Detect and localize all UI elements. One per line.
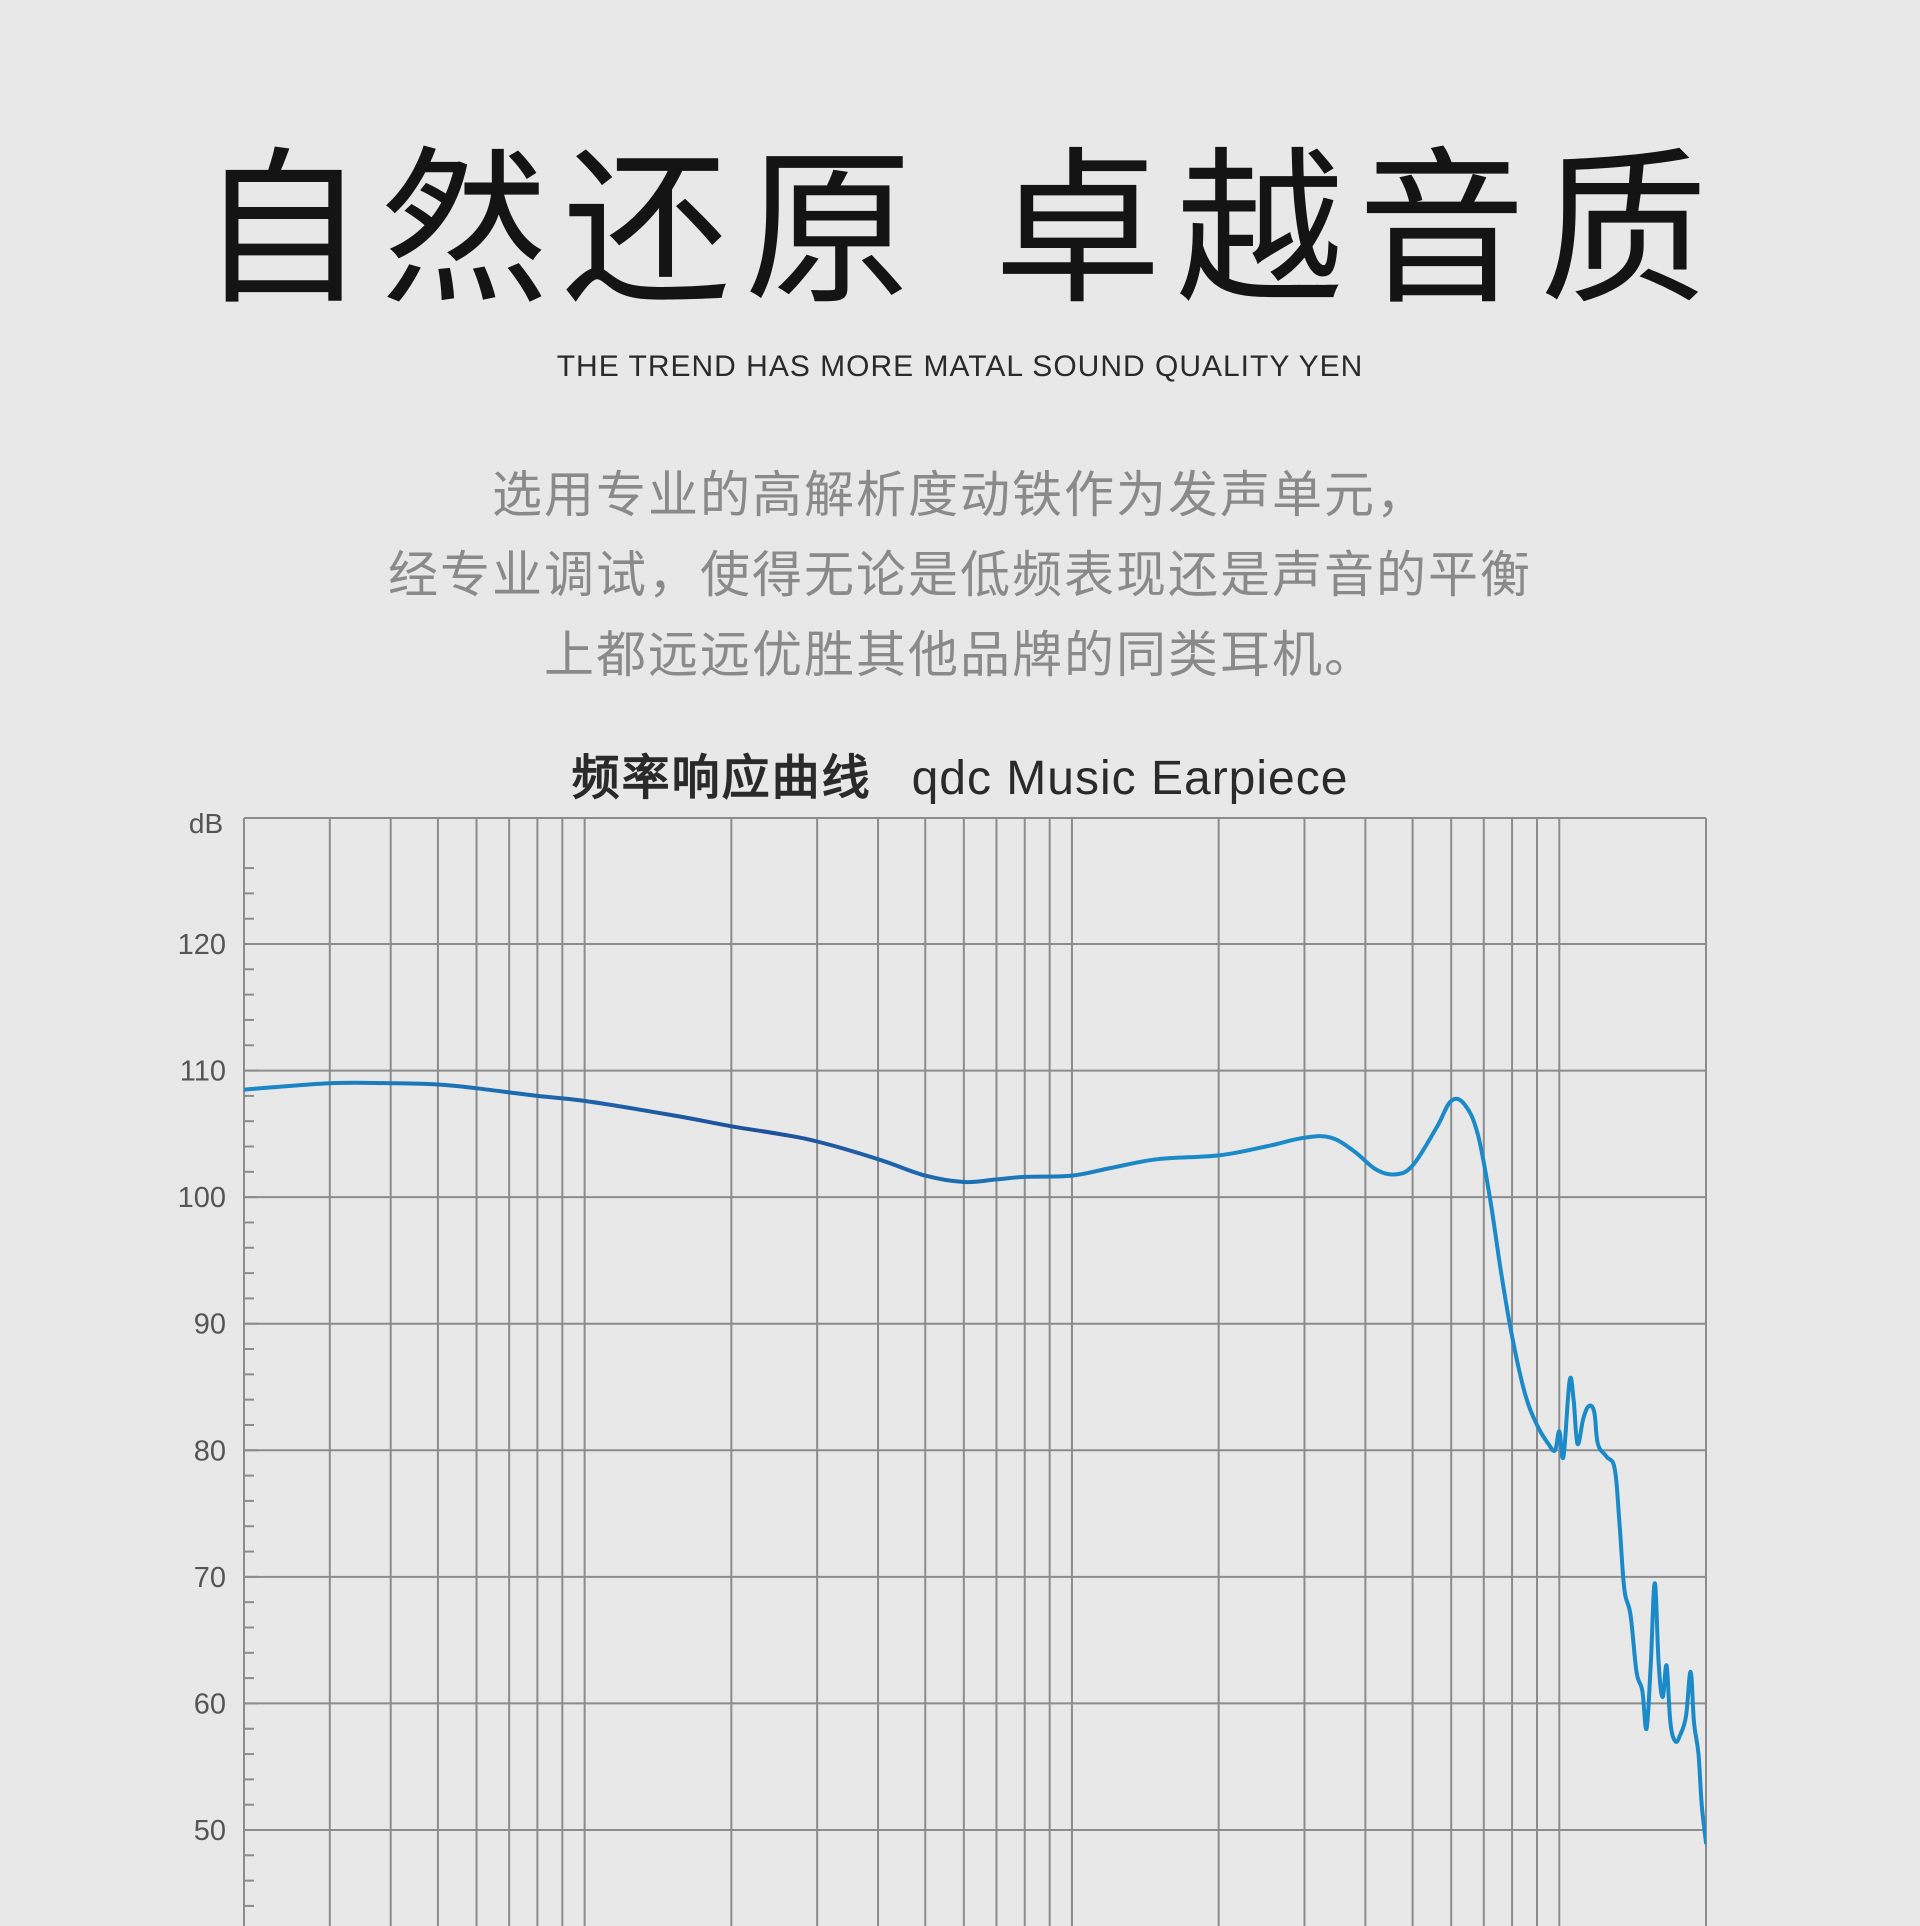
y-tick-label: 60 [194,1688,226,1720]
y-axis-label: dB [189,808,223,839]
y-tick-label: 70 [194,1562,226,1594]
chart-title-zh: 频率响应曲线 [571,750,872,806]
y-tick-label: 80 [194,1435,226,1467]
y-tick-label: 50 [194,1815,226,1847]
frequency-response-line [244,1080,1706,1845]
headline: 自然还原 卓越音质 [198,132,1722,328]
description-line: 经专业调试，使得无论是低频表现还是声音的平衡 [388,546,1532,604]
grid [243,817,1707,1926]
y-axis: 120 110 100 90 80 70 60 50 [178,867,258,1907]
description-line: 上都远远优胜其他品牌的同类耳机。 [544,626,1376,684]
y-tick-label: 110 [180,1056,226,1088]
description: 选用专业的高解析度动铁作为发声单元， 经专业调试，使得无论是低频表现还是声音的平… [0,455,1920,695]
y-tick-label: 100 [178,1182,226,1214]
y-tick-label: 120 [178,929,226,961]
description-line: 选用专业的高解析度动铁作为发声单元， [492,466,1428,524]
chart-title-en: qdc Music Earpiece [911,752,1349,805]
plot-area [244,1080,1706,1845]
subtitle: THE TREND HAS MORE MATAL SOUND QUALITY Y… [556,350,1364,383]
y-tick-label: 90 [194,1309,226,1341]
chart-title: 频率响应曲线 qdc Music Earpiece [0,738,1920,808]
